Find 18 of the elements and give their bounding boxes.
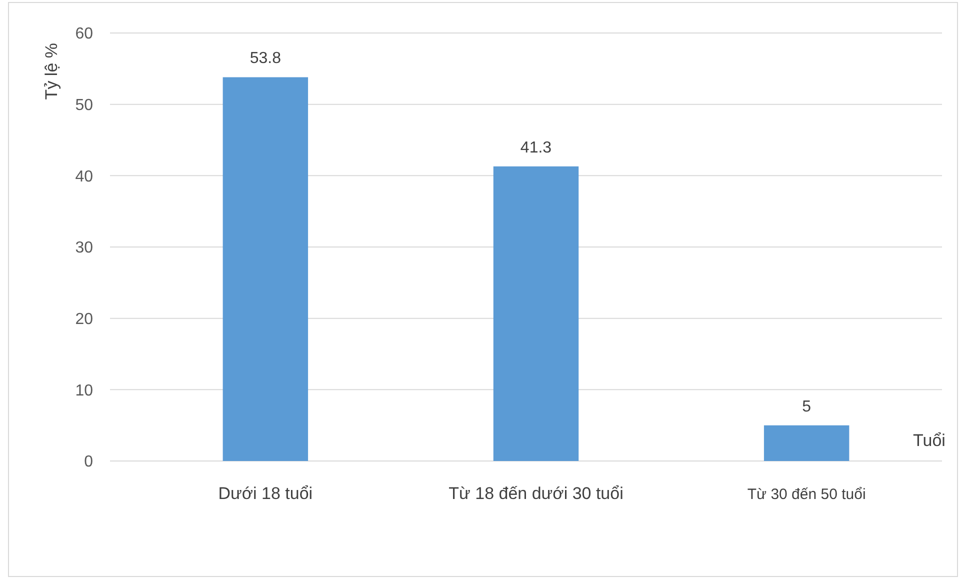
y-tick-label: 60 [75, 26, 94, 43]
x-tick-label: Dưới 18 tuổi [218, 484, 313, 503]
y-tick-label: 40 [75, 168, 94, 186]
data-label: 53.8 [250, 50, 282, 68]
x-axis-title: Tuổi [913, 431, 946, 450]
y-tick-label: 50 [75, 96, 94, 114]
y-tick-label: 0 [84, 454, 94, 471]
x-tick-label: Từ 18 đến dưới 30 tuổi [448, 484, 624, 503]
bar [222, 77, 308, 461]
y-axis-title: Tỷ lệ % [42, 43, 61, 100]
data-label: 5 [802, 398, 812, 416]
y-tick-label: 20 [75, 310, 94, 328]
x-tick-label: Từ 30 đến 50 tuổi [747, 486, 866, 503]
bar [764, 425, 850, 461]
bar [493, 166, 579, 461]
y-tick-label: 30 [75, 240, 94, 257]
data-label: 41.3 [520, 139, 552, 156]
y-tick-label: 10 [75, 382, 94, 400]
